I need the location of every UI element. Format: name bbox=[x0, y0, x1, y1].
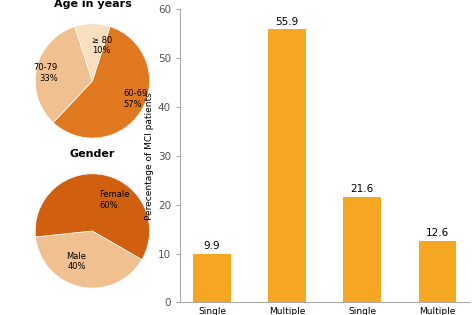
Bar bbox=[344, 197, 381, 302]
Wedge shape bbox=[75, 24, 110, 81]
Text: 9.9: 9.9 bbox=[204, 241, 220, 251]
Text: 21.6: 21.6 bbox=[351, 184, 374, 194]
Text: Female
60%: Female 60% bbox=[99, 191, 129, 210]
Wedge shape bbox=[53, 26, 149, 138]
Title: Age in years: Age in years bbox=[54, 0, 131, 9]
Bar bbox=[419, 241, 456, 302]
Text: 12.6: 12.6 bbox=[426, 228, 449, 238]
Text: 60-69
57%: 60-69 57% bbox=[123, 89, 147, 109]
Title: Gender: Gender bbox=[70, 149, 115, 159]
Text: Male
40%: Male 40% bbox=[66, 252, 86, 272]
Wedge shape bbox=[35, 26, 92, 123]
Text: 55.9: 55.9 bbox=[275, 17, 299, 26]
Text: 70-79
33%: 70-79 33% bbox=[34, 63, 58, 83]
Text: ≥ 80
10%: ≥ 80 10% bbox=[92, 36, 113, 55]
Wedge shape bbox=[35, 174, 149, 260]
Bar bbox=[268, 30, 306, 302]
Wedge shape bbox=[36, 231, 142, 288]
Y-axis label: Perecentage of MCI patients: Perecentage of MCI patients bbox=[145, 92, 154, 220]
Bar bbox=[193, 254, 231, 302]
